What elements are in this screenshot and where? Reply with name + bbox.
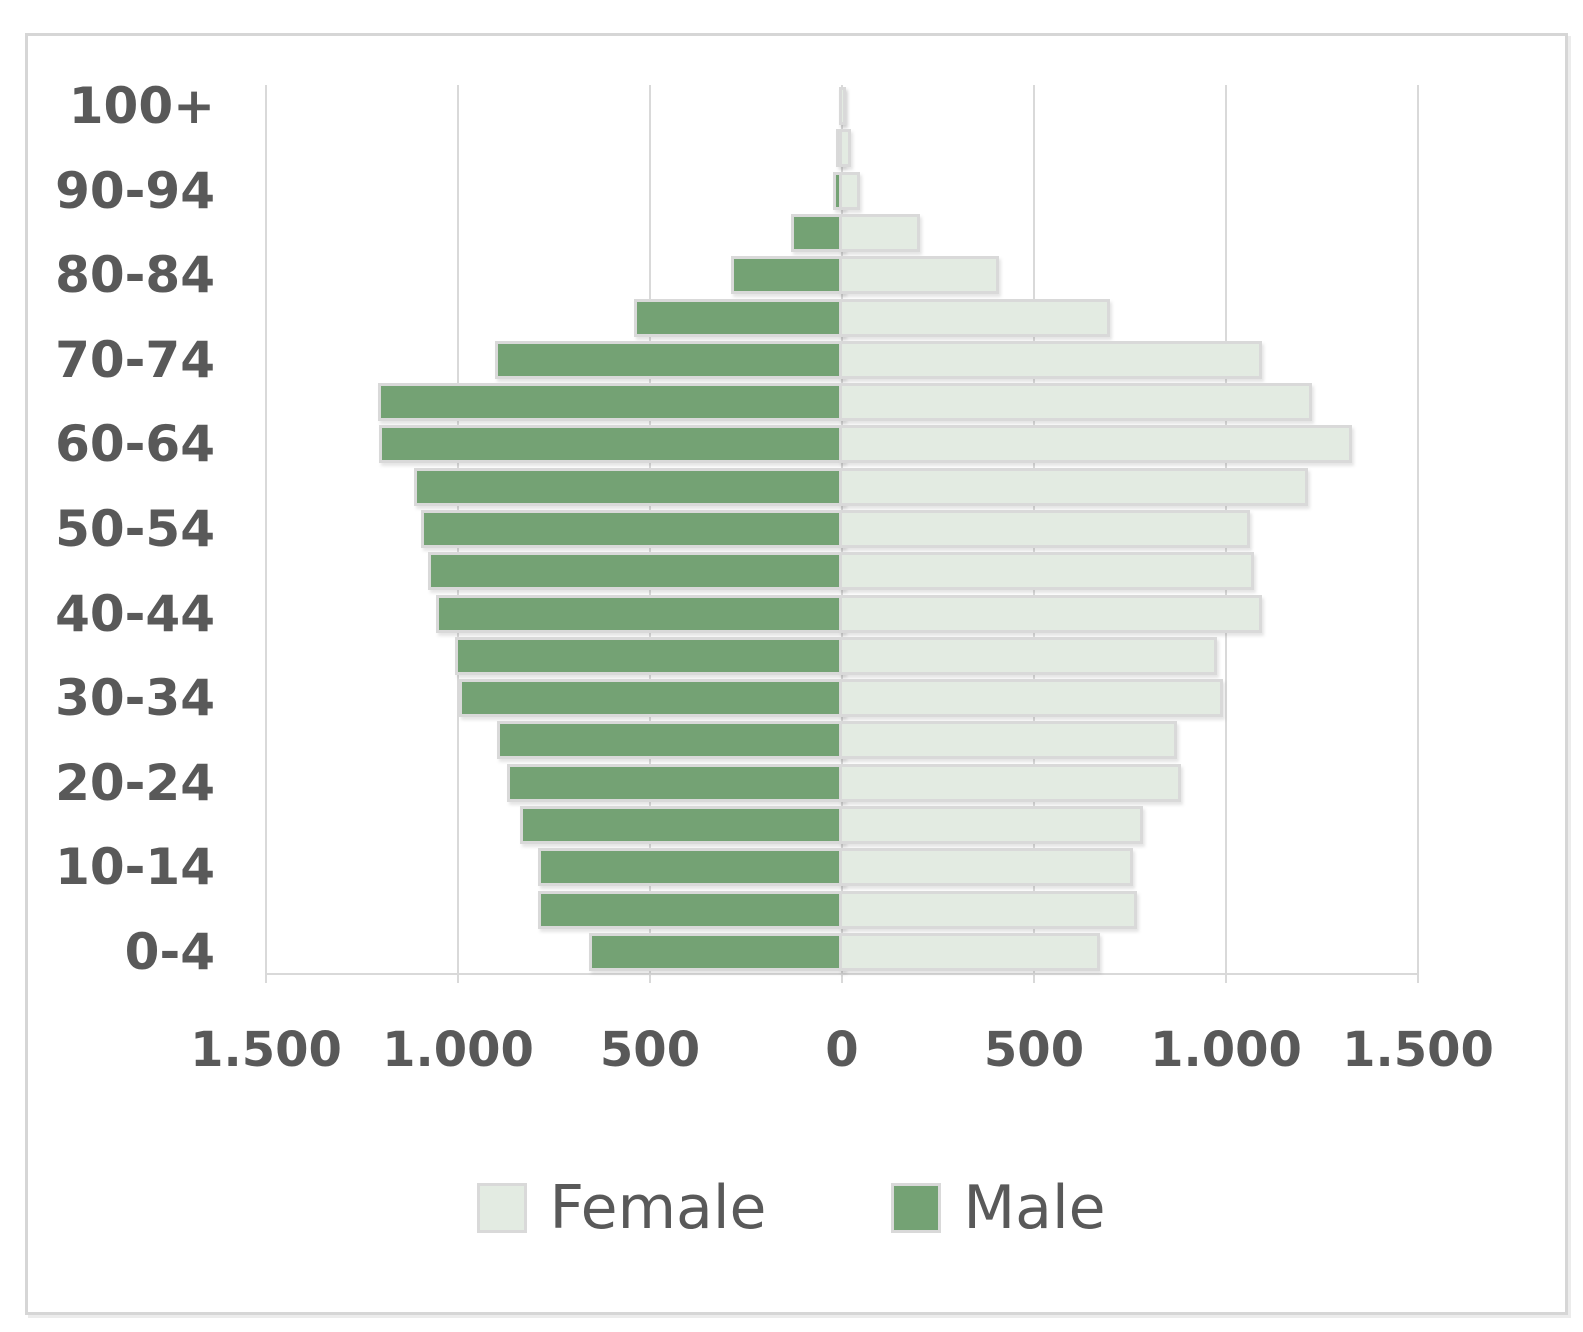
male-bar-80-84 <box>731 256 845 295</box>
female-bar-80-84 <box>839 256 999 295</box>
female-bar-45-49 <box>839 552 1254 591</box>
female-bar-15-19 <box>839 806 1143 844</box>
female-bar-5-9 <box>839 890 1137 929</box>
male-bar-75-79 <box>633 298 845 337</box>
male-bar-50-54 <box>420 510 845 548</box>
male-bar-20-24 <box>506 763 845 802</box>
y-axis-label: 30-34 <box>55 669 215 728</box>
x-axis-tick-label: 500 <box>599 1022 701 1078</box>
x-axis-tick-label: 1.500 <box>1342 1022 1494 1078</box>
male-bar-15-19 <box>520 806 845 844</box>
y-axis-label: 0-4 <box>124 922 215 981</box>
y-axis-label: 70-74 <box>55 330 215 389</box>
y-axis-label: 10-14 <box>55 838 215 897</box>
y-axis-label: 60-64 <box>55 415 215 474</box>
x-axis-tick-label: 500 <box>983 1022 1085 1078</box>
male-bar-55-59 <box>413 467 845 506</box>
male-bar-85-89 <box>791 214 845 252</box>
female-swatch-icon <box>477 1183 528 1233</box>
male-bar-35-39 <box>455 636 845 675</box>
x-axis-tick-label: 1.000 <box>382 1022 534 1078</box>
y-axis-label: 90-94 <box>55 161 215 220</box>
male-bar-65-69 <box>378 383 845 422</box>
female-bar-95-99 <box>839 129 851 168</box>
male-swatch-icon <box>891 1183 942 1233</box>
legend: Female Male <box>0 1158 1583 1258</box>
male-bar-45-49 <box>428 552 845 591</box>
y-axis-label: 100+ <box>68 77 215 136</box>
male-bar-0-4 <box>589 932 845 971</box>
y-axis-label: 20-24 <box>55 753 215 812</box>
gridline <box>265 85 267 983</box>
plot-area <box>265 85 1419 983</box>
x-axis-tick-label: 1.500 <box>190 1022 342 1078</box>
male-bar-5-9 <box>537 890 845 929</box>
female-bar-85-89 <box>839 214 920 252</box>
female-bar-25-29 <box>839 721 1178 760</box>
y-axis-label: 40-44 <box>55 584 215 643</box>
female-bar-40-44 <box>839 594 1262 633</box>
male-bar-60-64 <box>378 425 845 464</box>
x-axis-line <box>266 973 1418 975</box>
female-bar-20-24 <box>839 763 1181 802</box>
x-axis-tick-label: 0 <box>825 1022 859 1078</box>
x-axis-tick-label: 1.000 <box>1150 1022 1302 1078</box>
female-bar-70-74 <box>839 340 1262 379</box>
legend-label-female: Female <box>549 1173 767 1243</box>
legend-label-male: Male <box>963 1173 1106 1243</box>
legend-item-female: Female <box>477 1178 766 1238</box>
male-bar-25-29 <box>497 721 845 760</box>
female-bar-30-34 <box>839 679 1224 718</box>
male-bar-30-34 <box>458 679 845 718</box>
male-bar-10-14 <box>537 848 845 887</box>
female-bar-90-94 <box>839 171 861 210</box>
gridline <box>1417 85 1419 983</box>
female-bar-60-64 <box>839 425 1352 464</box>
legend-item-male: Male <box>891 1173 1106 1243</box>
male-bar-70-74 <box>495 340 845 379</box>
female-bar-100+ <box>839 87 846 126</box>
y-axis-label: 80-84 <box>55 246 215 305</box>
male-bar-40-44 <box>435 594 845 633</box>
y-axis-label: 50-54 <box>55 500 215 558</box>
female-bar-0-4 <box>839 932 1101 971</box>
female-bar-35-39 <box>839 636 1218 675</box>
female-bar-50-54 <box>839 510 1251 548</box>
female-bar-10-14 <box>839 848 1133 887</box>
female-bar-75-79 <box>839 298 1110 337</box>
female-bar-55-59 <box>839 467 1308 506</box>
female-bar-65-69 <box>839 383 1312 422</box>
